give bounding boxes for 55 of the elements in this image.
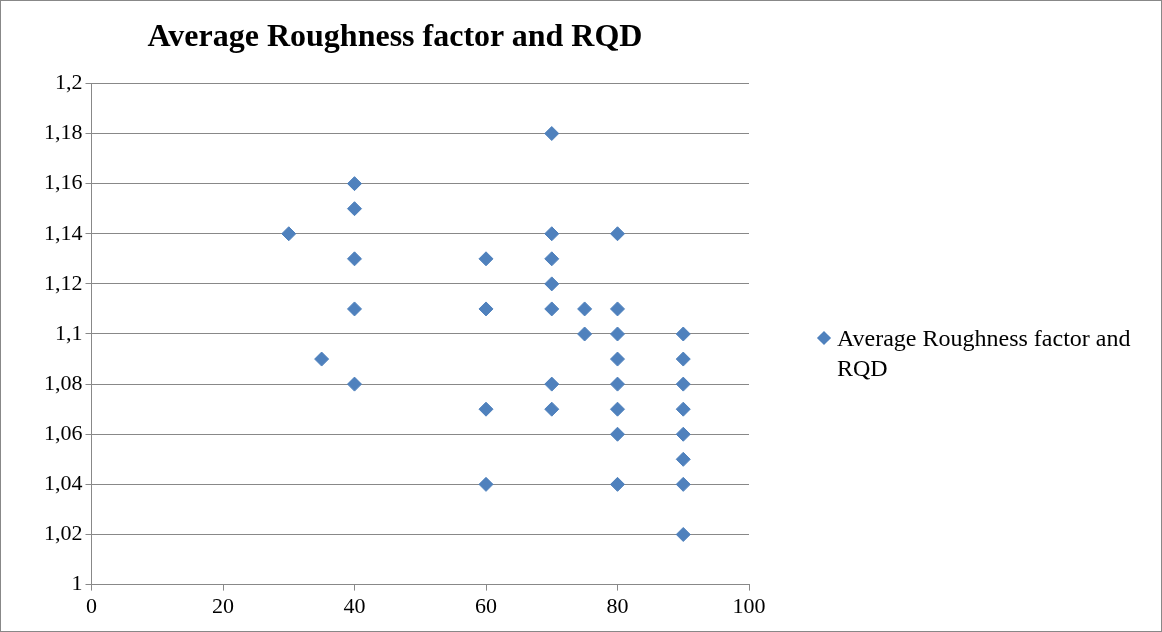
point — [610, 426, 625, 442]
y-tick-label: 1,04 — [44, 470, 83, 496]
y-tick-label: 1,12 — [44, 269, 83, 295]
point — [675, 376, 691, 392]
point — [347, 301, 362, 317]
y-tick-label: 1,08 — [44, 369, 83, 395]
x-tick-label: 80 — [606, 592, 629, 618]
x-tick-label: 100 — [732, 592, 766, 618]
x-tick-label: 0 — [86, 592, 97, 618]
point — [347, 376, 362, 392]
point — [314, 351, 330, 367]
point — [610, 226, 625, 242]
point — [544, 126, 560, 142]
y-tick-label: 1,02 — [44, 520, 83, 546]
legend-label: Average Roughness factor and RQD — [837, 324, 1132, 383]
point — [347, 201, 362, 217]
point — [675, 326, 691, 342]
y-tick-label: 1 — [71, 570, 83, 596]
point — [544, 376, 560, 392]
point — [577, 301, 593, 317]
chart-title: Average Roughness factor and RQD — [147, 17, 643, 54]
point — [610, 301, 625, 317]
point — [544, 226, 560, 242]
x-tick-label: 20 — [212, 592, 234, 618]
y-tick-label: 1,2 — [55, 69, 83, 95]
point — [544, 401, 560, 417]
point — [544, 251, 560, 267]
point — [478, 476, 494, 492]
y-tick-label: 1,14 — [44, 219, 83, 245]
point — [610, 476, 625, 492]
x-tick-label: 60 — [475, 592, 497, 618]
point — [577, 326, 593, 342]
y-tick-label: 1,1 — [55, 319, 83, 345]
y-tick-label: 1,18 — [44, 119, 83, 145]
point — [610, 376, 625, 392]
point — [675, 426, 691, 442]
point — [544, 276, 560, 292]
y-tick-label: 1,16 — [44, 169, 83, 195]
point — [478, 251, 494, 267]
x-tick-label: 40 — [343, 592, 366, 618]
point — [281, 226, 297, 242]
point — [478, 401, 494, 417]
point — [347, 251, 362, 267]
point — [478, 301, 494, 317]
point — [610, 401, 625, 417]
point — [675, 351, 691, 367]
y-tick-label: 1,06 — [44, 420, 83, 446]
point — [675, 526, 691, 542]
point — [675, 401, 691, 417]
point — [610, 351, 625, 367]
point — [675, 476, 691, 492]
point — [675, 451, 691, 467]
point — [544, 301, 560, 317]
point — [347, 176, 362, 192]
point — [610, 326, 625, 342]
